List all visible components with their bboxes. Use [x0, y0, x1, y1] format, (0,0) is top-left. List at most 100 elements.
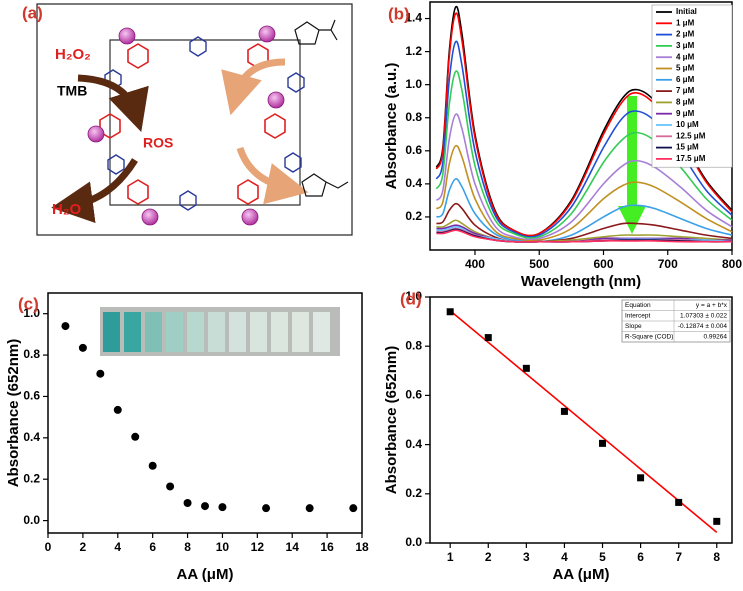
x-tick-label: 0 [45, 540, 52, 554]
data-point [113, 405, 122, 414]
decrease-arrow [618, 96, 646, 234]
y-tick-label: 0.4 [405, 437, 422, 451]
table-cell: Intercept [625, 312, 650, 319]
panel-label: (d) [400, 289, 422, 308]
data-point [560, 407, 568, 415]
legend-label: 6 μM [676, 75, 695, 84]
table-cell: -0.12874 ± 0.004 [678, 323, 727, 330]
y-tick-label: 1.4 [405, 11, 422, 25]
data-point [349, 504, 358, 513]
y-tick-label: 1.0 [405, 289, 422, 303]
molecule [294, 19, 349, 197]
x-tick-label: 16 [320, 540, 334, 554]
x-tick-label: 12 [251, 540, 265, 554]
y-tick-label: 0.0 [405, 535, 422, 549]
panel-a: (a) H₂O₂ TMB ROS H₂O [22, 3, 353, 236]
label: TMB [57, 83, 87, 99]
x-tick-label: 8 [184, 540, 191, 554]
panel-label: (c) [18, 294, 39, 313]
panel-label: (b) [388, 4, 410, 23]
y-tick-label: 0.6 [405, 388, 422, 402]
x-tick-label: 7 [675, 550, 682, 564]
data-point [484, 334, 492, 342]
legend-label: 4 μM [676, 52, 695, 61]
legend-label: 1 μM [676, 18, 695, 27]
x-axis-label: AA (μM) [553, 566, 610, 583]
x-tick-label: 5 [599, 550, 606, 564]
y-tick-label: 0.6 [405, 143, 422, 157]
data-point [713, 517, 721, 525]
y-tick-label: 0.4 [23, 430, 40, 444]
x-tick-label: 600 [593, 257, 613, 271]
table-cell: y = a + b*x [696, 302, 728, 309]
cuvette-inset [100, 307, 340, 356]
legend-label: Initial [676, 7, 697, 16]
arrow [236, 146, 309, 205]
x-tick-label: 8 [713, 550, 720, 564]
y-tick-label: 1.0 [23, 306, 40, 320]
data-point [218, 503, 227, 512]
x-tick-label: 6 [149, 540, 156, 554]
legend-label: 17.5 μM [676, 154, 706, 163]
series-line [435, 113, 733, 241]
data-point [675, 498, 683, 506]
data-point [166, 482, 175, 491]
data-point [446, 308, 454, 316]
legend-label: 5 μM [676, 64, 695, 73]
arrow [51, 158, 138, 224]
y-tick-label: 1.2 [405, 44, 422, 58]
x-tick-label: 400 [465, 257, 485, 271]
fit-line [449, 310, 718, 534]
x-tick-label: 6 [637, 550, 644, 564]
data-point [201, 502, 209, 511]
legend-label: 8 μM [676, 98, 695, 107]
table-cell: Slope [625, 323, 642, 330]
y-tick-label: 0.2 [405, 486, 422, 500]
y-tick-label: 0.8 [405, 110, 422, 124]
framework [109, 39, 301, 206]
x-tick-label: 4 [114, 540, 121, 554]
data-point [637, 474, 645, 482]
y-tick-label: 0.2 [405, 209, 422, 223]
data-point [522, 364, 530, 372]
panel: 400 500 600 700 800 0.2 0.4 0.6 0.8 1.0 1.2 1.4 Wave… [383, 1, 742, 290]
x-tick-label: 4 [561, 550, 568, 564]
plot-frame [429, 296, 733, 544]
x-tick-label: 10 [216, 540, 230, 554]
y-axis-label: Absorbance (a.u.) [383, 63, 400, 190]
x-tick-label: 1 [447, 550, 454, 564]
label: ROS [143, 135, 173, 151]
y-tick-label: 0.2 [23, 471, 40, 485]
phenyl-rings [104, 36, 305, 211]
data-point [96, 369, 105, 378]
panel: 0 2 4 6 8 10 12 14 16 18 0.0 0.2 0.4 0.6 0.8 1.0 AA (μM)… [5, 292, 369, 583]
x-tick-label: 14 [286, 540, 300, 554]
table-cell: 0.99264 [704, 333, 728, 340]
x-tick-label: 2 [485, 550, 492, 564]
data-point [131, 432, 140, 441]
data-point [262, 504, 271, 513]
table-cell: 1.07303 ± 0.022 [680, 312, 727, 319]
x-tick-label: 500 [529, 257, 549, 271]
legend-label: 15 μM [676, 143, 699, 152]
x-tick-label: 800 [722, 257, 742, 271]
y-tick-label: 0.8 [23, 347, 40, 361]
x-axis-label: AA (μM) [177, 566, 234, 583]
panel-label: (a) [22, 3, 43, 22]
y-tick-label: 0.4 [405, 176, 422, 190]
y-tick-label: 0.6 [23, 389, 40, 403]
y-tick-label: 0.0 [23, 513, 40, 527]
series-line [436, 229, 732, 243]
legend-label: 10 μM [676, 120, 699, 129]
label: H₂O₂ [55, 46, 91, 63]
label: H₂O [52, 201, 81, 218]
legend-label: 7 μM [676, 86, 695, 95]
data-point [305, 504, 314, 513]
legend-box [651, 4, 733, 168]
legend-label: 3 μM [676, 41, 695, 50]
y-tick-label: 0.8 [405, 338, 422, 352]
arrow [77, 74, 149, 133]
legend-label: 9 μM [676, 109, 695, 118]
